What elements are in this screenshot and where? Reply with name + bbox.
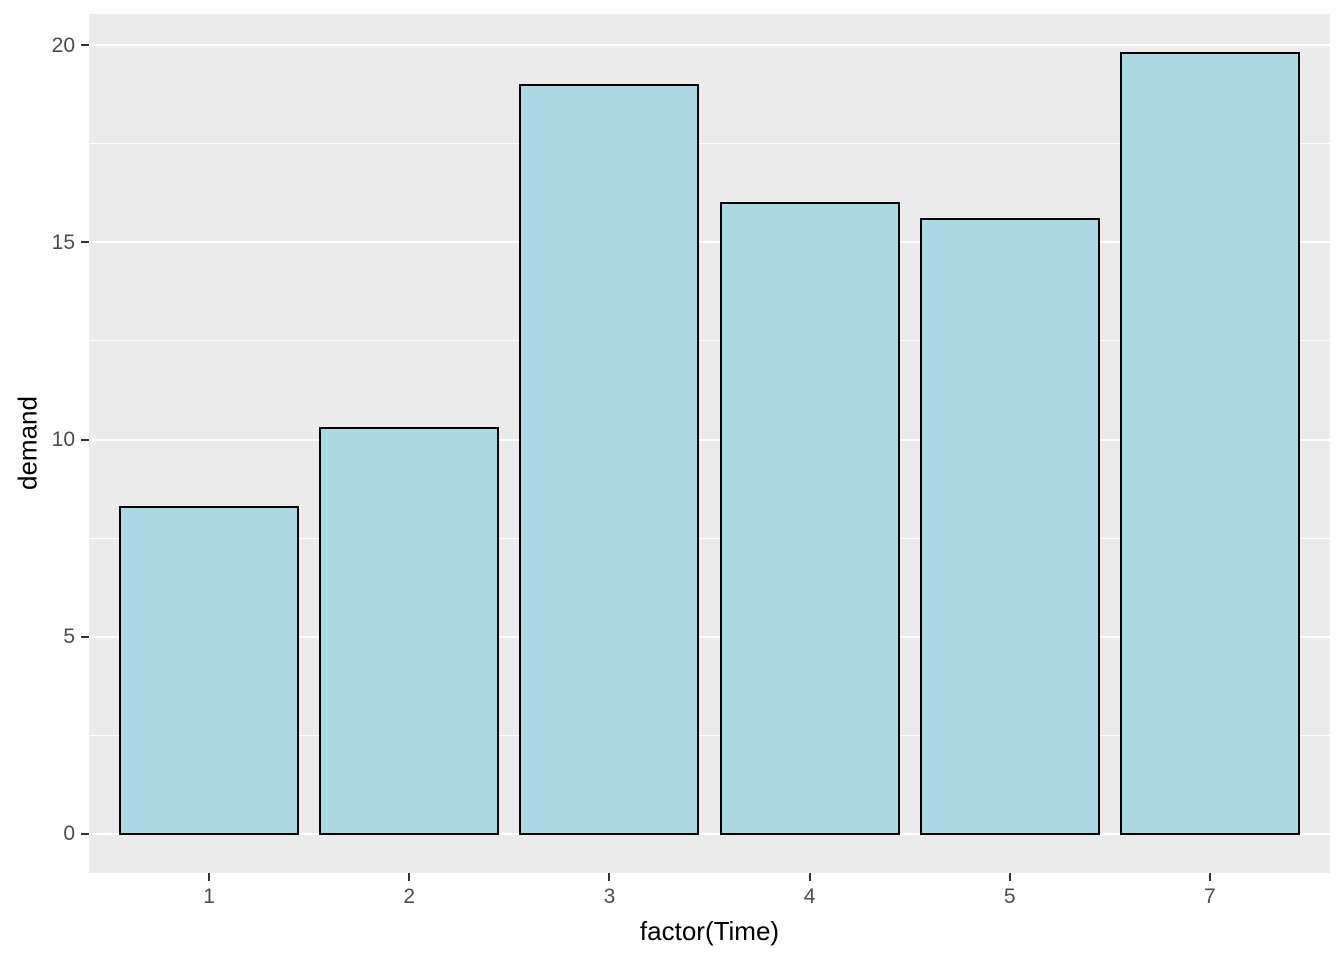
y-axis-title: demand: [12, 396, 43, 490]
y-tick-label: 0: [63, 822, 75, 846]
y-tick-mark: [81, 438, 89, 441]
bar: [319, 426, 500, 835]
y-tick-label: 20: [51, 33, 75, 57]
gridline-major: [89, 241, 1330, 244]
x-tick-label: 3: [603, 885, 616, 908]
x-tick-label: 7: [1204, 885, 1216, 908]
gridline-major: [89, 635, 1330, 638]
bar: [519, 83, 700, 835]
y-tick-mark: [81, 241, 89, 244]
gridline-major: [89, 438, 1330, 441]
x-tick-label: 2: [403, 885, 416, 908]
x-tick-label: 1: [203, 885, 215, 908]
gridline-major: [89, 832, 1330, 835]
y-tick-mark: [81, 832, 89, 835]
plot-panel: [89, 14, 1330, 873]
gridline-minor: [89, 340, 1330, 342]
x-tick-mark: [1208, 873, 1211, 881]
gridline-minor: [89, 734, 1330, 736]
x-tick-mark: [1008, 873, 1011, 881]
gridline-minor: [89, 537, 1330, 539]
x-tick-mark: [208, 873, 211, 881]
y-tick-label: 15: [51, 230, 75, 254]
bar: [119, 505, 300, 835]
bar: [919, 217, 1100, 835]
bar: [1119, 52, 1300, 835]
gridline-major: [89, 44, 1330, 47]
x-axis-title: factor(Time): [639, 916, 780, 946]
x-tick-label: 5: [1003, 885, 1016, 908]
x-tick-mark: [608, 873, 611, 881]
x-tick-mark: [408, 873, 411, 881]
y-tick-mark: [81, 635, 89, 638]
y-tick-label: 5: [63, 625, 75, 649]
bar: [719, 201, 900, 835]
x-tick-label: 4: [803, 885, 816, 908]
gridline-minor: [89, 143, 1330, 145]
y-tick-label: 10: [51, 428, 75, 452]
x-tick-mark: [808, 873, 811, 881]
y-tick-mark: [81, 44, 89, 47]
